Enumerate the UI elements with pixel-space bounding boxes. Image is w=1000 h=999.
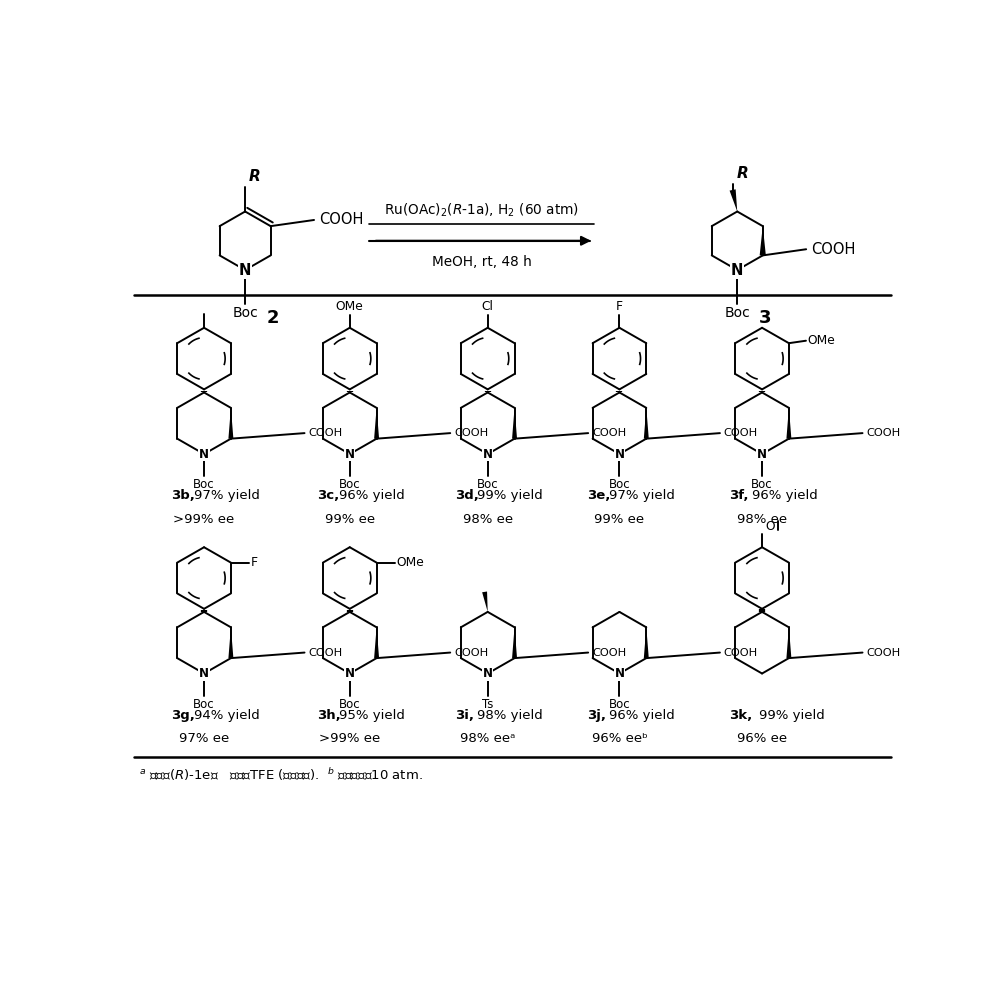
Text: 3h,: 3h, bbox=[317, 709, 341, 722]
Text: COOH: COOH bbox=[592, 429, 626, 439]
Text: 96% eeᵇ: 96% eeᵇ bbox=[592, 732, 647, 745]
Polygon shape bbox=[228, 408, 233, 439]
Text: COOH: COOH bbox=[454, 429, 488, 439]
Text: 95% yield: 95% yield bbox=[339, 709, 405, 722]
Polygon shape bbox=[786, 627, 791, 658]
Text: OMe: OMe bbox=[807, 335, 835, 348]
Text: N: N bbox=[199, 448, 209, 461]
Text: N: N bbox=[757, 448, 767, 461]
Text: 97% yield: 97% yield bbox=[194, 490, 259, 502]
Text: 3k,: 3k, bbox=[730, 709, 753, 722]
Text: N: N bbox=[614, 448, 624, 461]
Text: 99% yield: 99% yield bbox=[759, 709, 825, 722]
Text: 3: 3 bbox=[759, 309, 771, 327]
Text: 96% yield: 96% yield bbox=[609, 709, 675, 722]
Text: N: N bbox=[239, 263, 251, 278]
Text: F: F bbox=[616, 301, 623, 314]
Text: 99% ee: 99% ee bbox=[594, 512, 645, 525]
Text: 96% yield: 96% yield bbox=[339, 490, 405, 502]
Text: OMe: OMe bbox=[336, 301, 364, 314]
Text: COOH: COOH bbox=[454, 647, 488, 657]
Text: 3i,: 3i, bbox=[455, 709, 474, 722]
Text: 98% ee: 98% ee bbox=[463, 512, 513, 525]
Text: 3c,: 3c, bbox=[317, 490, 339, 502]
Text: N: N bbox=[345, 667, 355, 680]
Text: 98% ee: 98% ee bbox=[737, 512, 787, 525]
Text: >99% ee: >99% ee bbox=[319, 732, 380, 745]
Text: 96% ee: 96% ee bbox=[737, 732, 787, 745]
Polygon shape bbox=[760, 226, 766, 256]
Text: 94% yield: 94% yield bbox=[194, 709, 259, 722]
Text: Boc: Boc bbox=[193, 697, 215, 710]
Text: R: R bbox=[736, 167, 748, 182]
Polygon shape bbox=[482, 591, 488, 612]
Text: COOH: COOH bbox=[811, 242, 855, 257]
Text: Boc: Boc bbox=[477, 479, 499, 492]
Text: COOH: COOH bbox=[308, 647, 343, 657]
Text: 3f,: 3f, bbox=[730, 490, 749, 502]
Text: Boc: Boc bbox=[339, 697, 361, 710]
Text: 99% yield: 99% yield bbox=[477, 490, 543, 502]
Text: R: R bbox=[249, 169, 261, 184]
Text: Boc: Boc bbox=[193, 479, 215, 492]
Polygon shape bbox=[644, 408, 649, 439]
Polygon shape bbox=[644, 627, 649, 658]
Text: 97% ee: 97% ee bbox=[179, 732, 229, 745]
Text: N: N bbox=[199, 667, 209, 680]
Text: 98% eeᵃ: 98% eeᵃ bbox=[460, 732, 515, 745]
Text: COOH: COOH bbox=[592, 647, 626, 657]
Text: 3j,: 3j, bbox=[587, 709, 606, 722]
Text: >99% ee: >99% ee bbox=[173, 512, 235, 525]
Text: Ru(OAc)$_2$($R$-1a), H$_2$ (60 atm): Ru(OAc)$_2$($R$-1a), H$_2$ (60 atm) bbox=[384, 202, 579, 219]
Text: 3d,: 3d, bbox=[455, 490, 479, 502]
Text: COOH: COOH bbox=[866, 429, 901, 439]
Polygon shape bbox=[374, 627, 379, 658]
Polygon shape bbox=[512, 408, 517, 439]
Text: Boc: Boc bbox=[751, 479, 773, 492]
Text: Ts: Ts bbox=[482, 697, 493, 710]
Text: COOH: COOH bbox=[724, 647, 758, 657]
Polygon shape bbox=[786, 408, 791, 439]
Text: COOH: COOH bbox=[308, 429, 343, 439]
Text: 99% ee: 99% ee bbox=[325, 512, 375, 525]
Text: 3g,: 3g, bbox=[172, 709, 195, 722]
Text: 3b,: 3b, bbox=[172, 490, 195, 502]
Text: Boc: Boc bbox=[232, 307, 258, 321]
Text: 98% yield: 98% yield bbox=[477, 709, 543, 722]
Text: Boc: Boc bbox=[724, 307, 750, 321]
Text: 96% yield: 96% yield bbox=[752, 490, 817, 502]
Text: Cl: Cl bbox=[482, 301, 494, 314]
Text: COOH: COOH bbox=[866, 647, 901, 657]
Polygon shape bbox=[374, 408, 379, 439]
Text: N: N bbox=[614, 667, 624, 680]
Text: Boc: Boc bbox=[609, 479, 630, 492]
Text: N: N bbox=[731, 263, 743, 278]
Polygon shape bbox=[228, 627, 233, 658]
Polygon shape bbox=[512, 627, 517, 658]
Text: F: F bbox=[250, 556, 257, 569]
Text: N: N bbox=[483, 667, 493, 680]
Text: COOH: COOH bbox=[319, 213, 363, 228]
Text: N: N bbox=[345, 448, 355, 461]
Text: Boc: Boc bbox=[609, 697, 630, 710]
Text: COOH: COOH bbox=[724, 429, 758, 439]
Text: OMe: OMe bbox=[396, 556, 424, 569]
Text: Boc: Boc bbox=[339, 479, 361, 492]
Text: N: N bbox=[483, 448, 493, 461]
Text: MeOH, rt, 48 h: MeOH, rt, 48 h bbox=[432, 255, 531, 269]
Text: $^a$ 配体为($R$)-1e，   溶剂为TFE (三氟乙醇).  $^b$ 反应压力为10 atm.: $^a$ 配体为($R$)-1e， 溶剂为TFE (三氟乙醇). $^b$ 反应… bbox=[139, 766, 423, 783]
Text: 3e,: 3e, bbox=[587, 490, 610, 502]
Text: O: O bbox=[765, 520, 775, 533]
Text: 97% yield: 97% yield bbox=[609, 490, 675, 502]
Polygon shape bbox=[730, 189, 737, 212]
Text: 2: 2 bbox=[267, 309, 279, 327]
